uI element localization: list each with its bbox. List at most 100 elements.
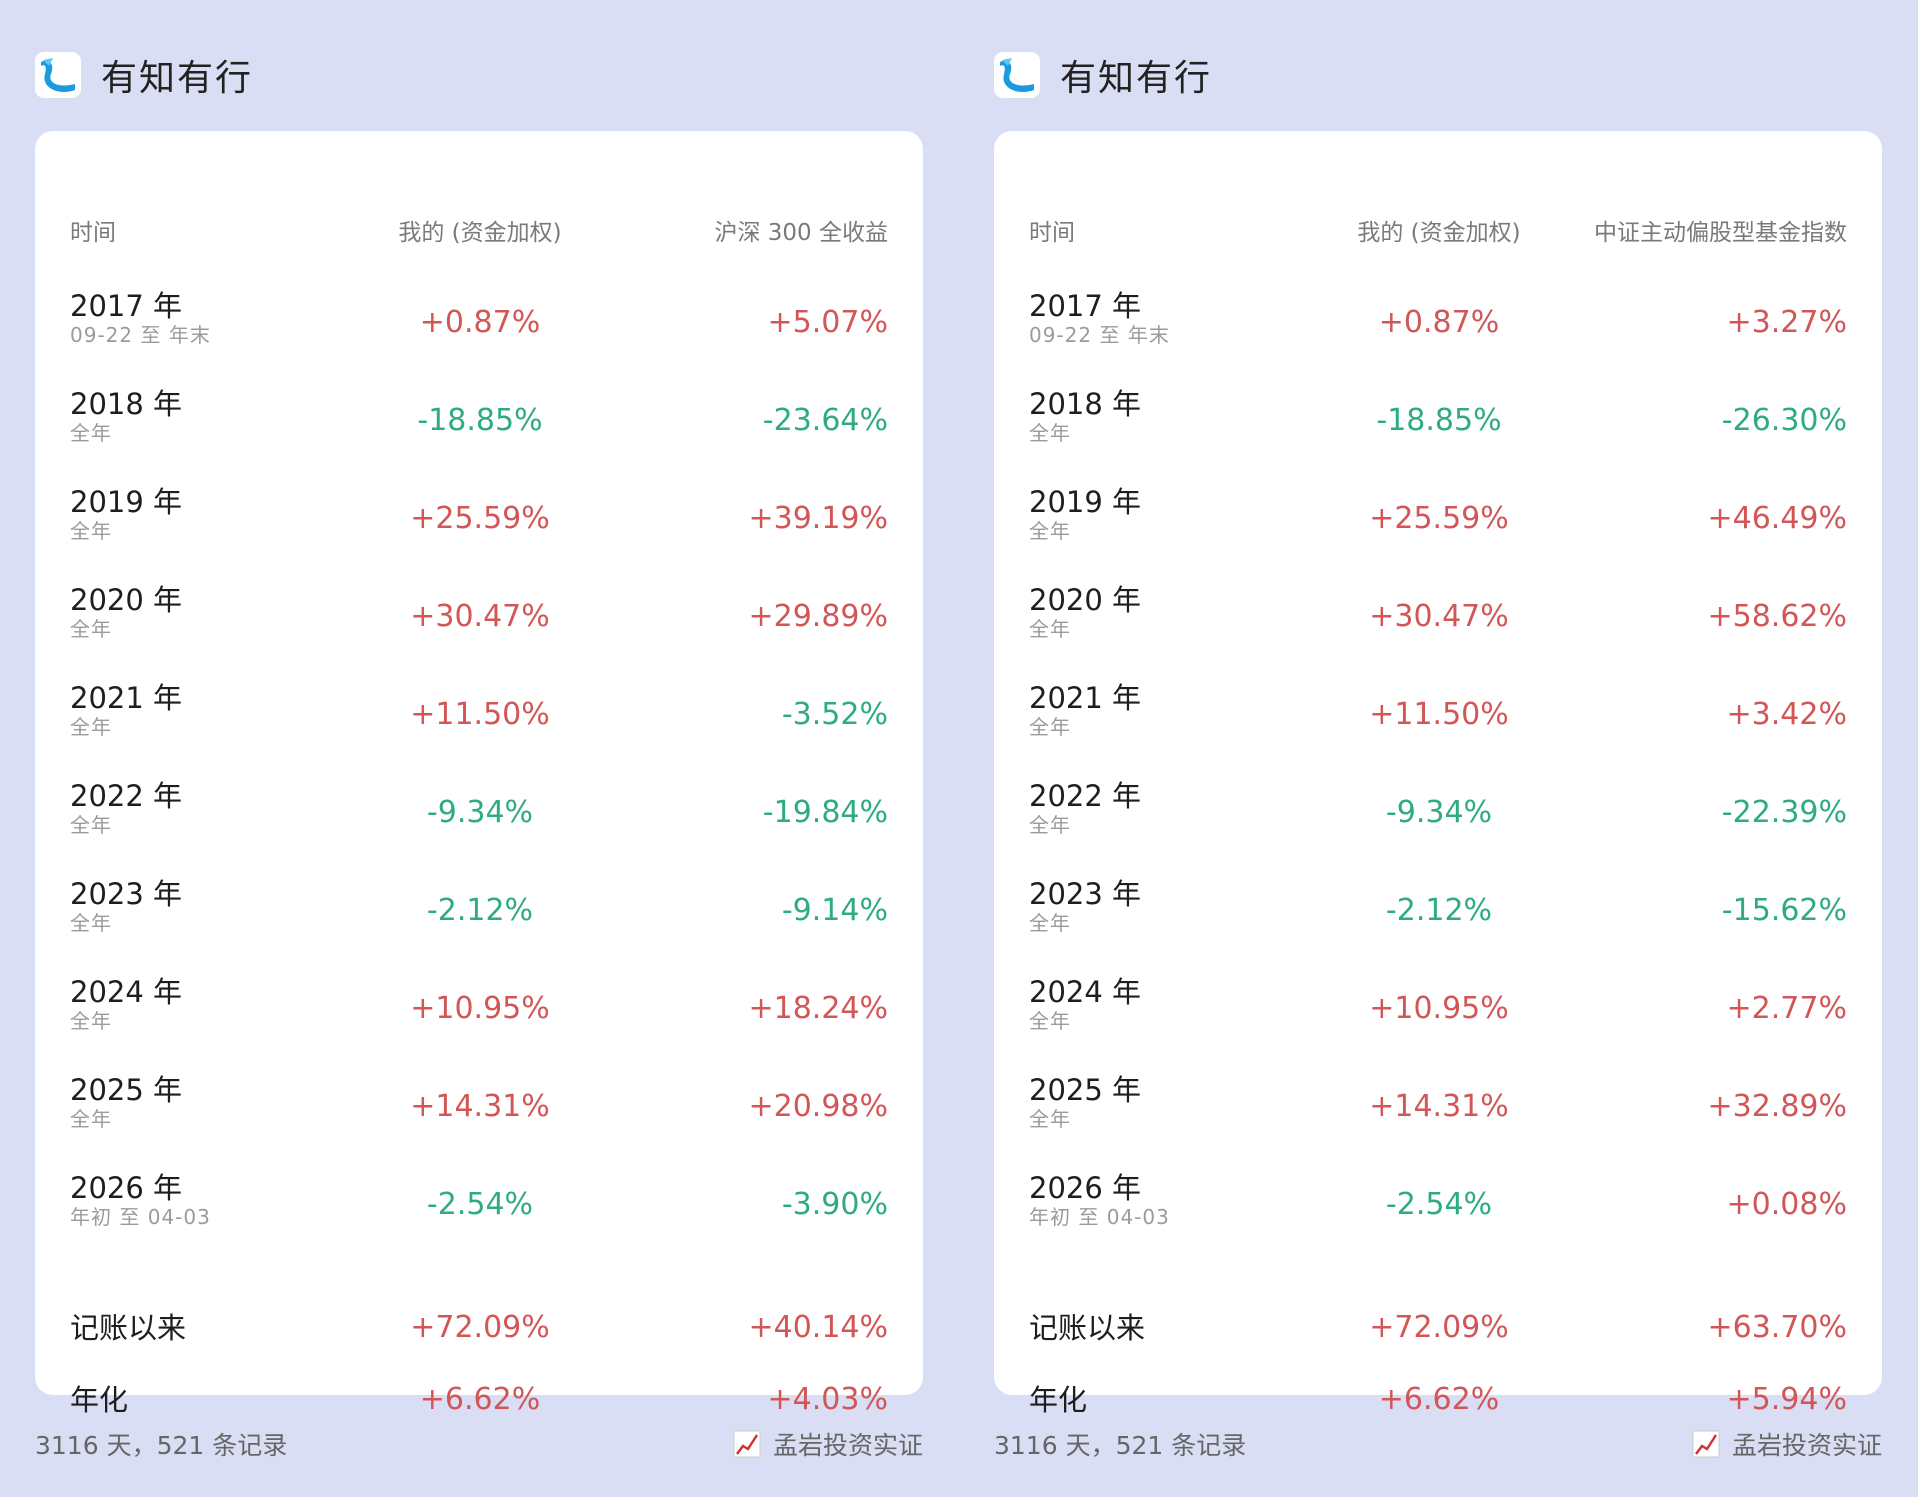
mine-return: +6.62%	[419, 1382, 541, 1417]
mine-return: +72.09%	[1369, 1310, 1509, 1345]
mine-return: +25.59%	[1369, 501, 1509, 536]
period-range: 全年	[1029, 813, 1071, 837]
period-cell: 2020 年全年	[1029, 583, 1141, 641]
benchmark-return: +5.94%	[1726, 1382, 1847, 1417]
mine-return: +14.31%	[1369, 1089, 1509, 1124]
benchmark-return: +2.77%	[1726, 991, 1847, 1026]
period-cell: 2025 年全年	[70, 1073, 182, 1131]
credit: 孟岩投资实证	[733, 1426, 923, 1462]
returns-card	[994, 131, 1882, 1395]
period-range: 全年	[70, 519, 112, 543]
mine-return: -2.54%	[426, 1187, 534, 1222]
table-row: 年化 +6.62% +4.03%	[70, 1360, 888, 1458]
benchmark-return: -23.64%	[762, 403, 888, 438]
period-cell: 2026 年年初 至 04-03	[1029, 1171, 1170, 1229]
period-label: 2023 年	[70, 877, 183, 911]
table-row: 2024 年全年 +10.95% +2.77%	[1029, 969, 1847, 1067]
period-cell: 记账以来	[1029, 1308, 1145, 1348]
table-row: 2019 年全年 +25.59% +39.19%	[70, 479, 888, 577]
table-header: 时间 我的 (资金加权) 中证主动偏股型基金指数	[1029, 213, 1847, 246]
table-row: 2023 年全年 -2.12% -15.62%	[1029, 871, 1847, 969]
brand-header: 有知有行	[994, 50, 1212, 100]
table-row: 2017 年 09-22 至 年末 +0.87% +5.07%	[70, 283, 888, 381]
period-range: 全年	[70, 421, 112, 445]
period-cell: 2022 年全年	[1029, 779, 1141, 837]
period-range: 09-22 至 年末	[70, 323, 211, 347]
period-label: 2018 年	[1029, 387, 1142, 421]
period-label: 2021 年	[70, 681, 183, 715]
benchmark-return: +4.03%	[767, 1382, 888, 1417]
header-mine: 我的 (资金加权)	[398, 220, 562, 246]
mine-return: +10.95%	[1369, 991, 1509, 1026]
period-range: 全年	[1029, 617, 1071, 641]
period-cell: 2019 年全年	[70, 485, 182, 543]
period-cell: 2022 年全年	[70, 779, 182, 837]
mine-return: -18.85%	[417, 403, 543, 438]
benchmark-return: +5.07%	[767, 305, 888, 340]
mine-return: -9.34%	[426, 795, 534, 830]
table-row: 2020 年全年 +30.47% +29.89%	[70, 577, 888, 675]
table-row: 年化 +6.62% +5.94%	[1029, 1360, 1847, 1458]
returns-card	[35, 131, 923, 1395]
period-cell: 2024 年全年	[70, 975, 182, 1033]
credit: 孟岩投资实证	[1692, 1426, 1882, 1462]
benchmark-return: +20.98%	[748, 1089, 888, 1124]
period-range: 全年	[70, 1107, 112, 1131]
period-label: 2017 年	[70, 289, 183, 323]
chart-trend-icon	[733, 1430, 761, 1458]
period-range: 全年	[1029, 715, 1071, 739]
period-cell: 2021 年全年	[70, 681, 182, 739]
period-label: 年化	[70, 1383, 129, 1417]
credit-text: 孟岩投资实证	[1731, 1431, 1882, 1460]
table-row: 2018 年全年 -18.85% -26.30%	[1029, 381, 1847, 479]
period-label: 2020 年	[1029, 583, 1142, 617]
table-row: 2020 年全年 +30.47% +58.62%	[1029, 577, 1847, 675]
period-cell: 2019 年全年	[1029, 485, 1141, 543]
period-range: 年初 至 04-03	[70, 1205, 211, 1229]
period-range: 全年	[70, 617, 112, 641]
period-range: 全年	[70, 1009, 112, 1033]
period-label: 2021 年	[1029, 681, 1142, 715]
benchmark-return: +29.89%	[748, 599, 888, 634]
table-row: 2017 年 09-22 至 年末 +0.87% +3.27%	[1029, 283, 1847, 381]
table-row: 2021 年全年 +11.50% -3.52%	[70, 675, 888, 773]
period-label: 年化	[1029, 1383, 1088, 1417]
credit-text: 孟岩投资实证	[772, 1431, 923, 1460]
table-row: 2021 年全年 +11.50% +3.42%	[1029, 675, 1847, 773]
table-row: 2025 年全年 +14.31% +32.89%	[1029, 1067, 1847, 1165]
period-cell: 2026 年年初 至 04-03	[70, 1171, 211, 1229]
period-label: 2026 年	[1029, 1171, 1142, 1205]
period-range: 全年	[70, 715, 112, 739]
mine-return: +0.87%	[419, 305, 541, 340]
period-cell: 2017 年 09-22 至 年末	[70, 289, 211, 347]
period-label: 2024 年	[1029, 975, 1142, 1009]
mine-return: +14.31%	[410, 1089, 550, 1124]
mine-return: +25.59%	[410, 501, 550, 536]
period-label: 2019 年	[70, 485, 183, 519]
benchmark-return: +63.70%	[1707, 1310, 1847, 1345]
period-range: 全年	[1029, 519, 1071, 543]
mine-return: -2.12%	[1385, 893, 1493, 928]
period-range: 全年	[1029, 1009, 1071, 1033]
table-row: 记账以来 +72.09% +63.70%	[1029, 1288, 1847, 1386]
period-range: 全年	[70, 813, 112, 837]
table-row: 2023 年全年 -2.12% -9.14%	[70, 871, 888, 969]
mine-return: +30.47%	[1369, 599, 1509, 634]
period-cell: 2024 年全年	[1029, 975, 1141, 1033]
period-range: 全年	[1029, 911, 1071, 935]
table-row: 2018 年全年 -18.85% -23.64%	[70, 381, 888, 479]
table-row: 2025 年全年 +14.31% +20.98%	[70, 1067, 888, 1165]
table-row: 2022 年全年 -9.34% -22.39%	[1029, 773, 1847, 871]
period-cell: 年化	[70, 1380, 128, 1420]
table-row: 2024 年全年 +10.95% +18.24%	[70, 969, 888, 1067]
chart-trend-icon	[1692, 1430, 1720, 1458]
period-range: 年初 至 04-03	[1029, 1205, 1170, 1229]
period-label: 2020 年	[70, 583, 183, 617]
header-benchmark: 中证主动偏股型基金指数	[1594, 220, 1847, 246]
period-cell: 2023 年全年	[1029, 877, 1141, 935]
period-label: 2025 年	[1029, 1073, 1142, 1107]
record-count: 3116 天，521 条记录	[35, 1431, 288, 1460]
period-label: 记账以来	[70, 1311, 187, 1345]
mine-return: -2.54%	[1385, 1187, 1493, 1222]
benchmark-return: +40.14%	[748, 1310, 888, 1345]
